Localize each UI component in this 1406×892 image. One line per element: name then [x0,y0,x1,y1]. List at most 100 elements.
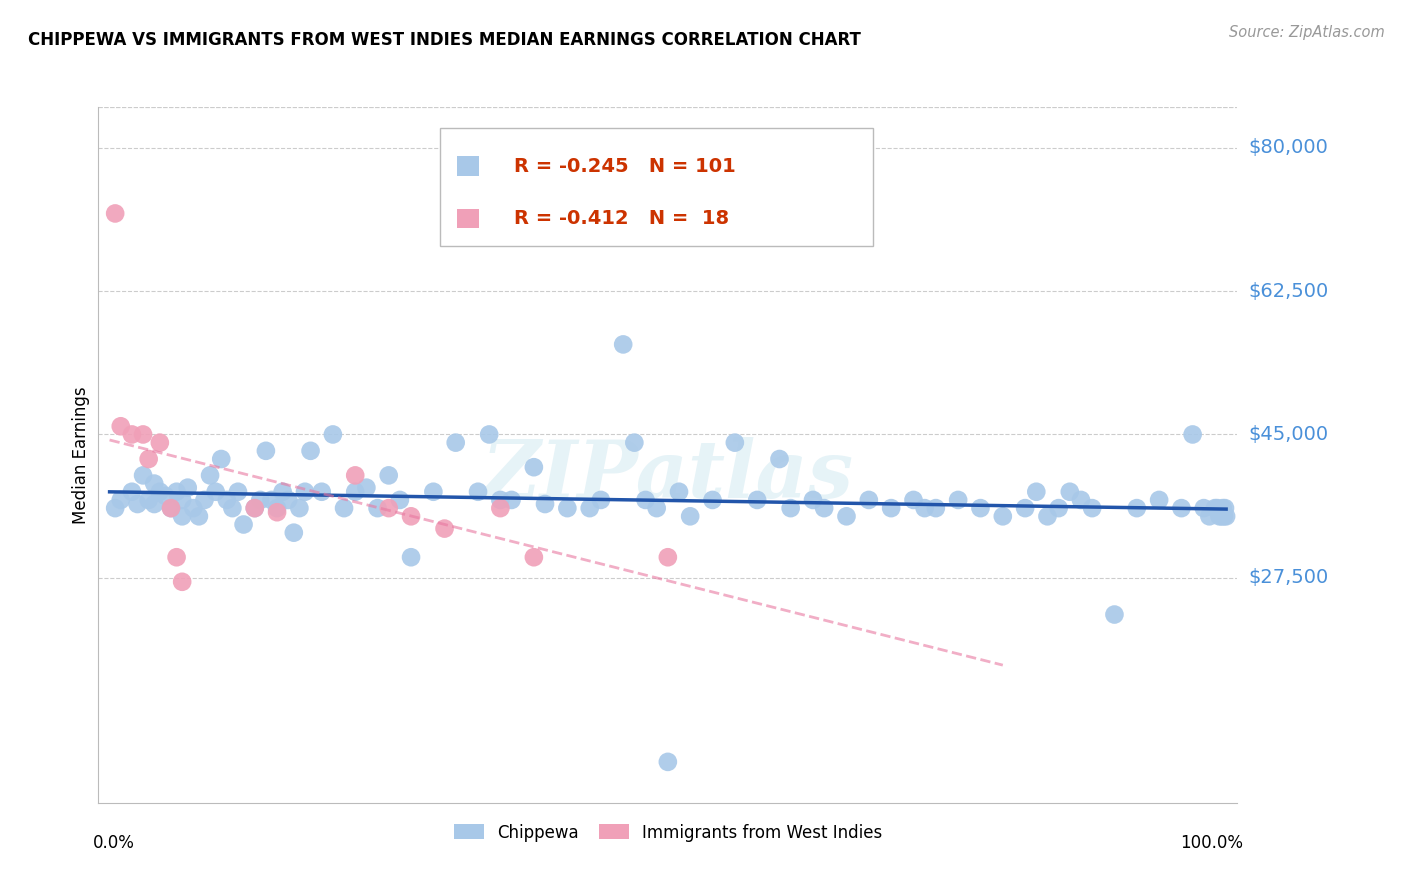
Point [813,501,835,516]
Point [1104,607,1126,622]
Point [215,492,238,507]
Point [209,452,232,467]
Point [232,517,254,532]
Point [356,481,378,495]
Legend: Chippewa, Immigrants from West Indies: Chippewa, Immigrants from West Indies [449,819,887,847]
Point [925,501,948,516]
Point [534,497,557,511]
Point [110,419,132,434]
Point [1081,501,1104,516]
Point [172,492,194,507]
Point [121,427,143,442]
Point [679,509,702,524]
Point [1198,509,1220,524]
Point [132,468,155,483]
Point [104,501,127,516]
Text: ZIPatlas: ZIPatlas [482,437,853,515]
Point [467,484,489,499]
Point [444,435,467,450]
Point [623,435,645,450]
Point [747,492,769,507]
Point [172,574,194,589]
Point [557,501,579,516]
Point [1025,484,1047,499]
Point [226,484,249,499]
Point [489,492,512,507]
Point [1192,501,1215,516]
Point [657,755,679,769]
Point [311,484,333,499]
Point [1170,501,1192,516]
Point [1206,501,1229,516]
Point [221,501,243,516]
Point [657,550,679,565]
Point [260,492,283,507]
Point [377,468,399,483]
Point [489,501,512,516]
Point [1014,501,1036,516]
Point [1211,509,1233,524]
Point [399,550,422,565]
Point [645,501,668,516]
Point [183,501,205,516]
Point [835,509,858,524]
Point [1215,509,1237,524]
Point [969,501,991,516]
Point [127,497,149,511]
Point [322,427,344,442]
Text: 100.0%: 100.0% [1180,834,1243,852]
Point [768,452,790,467]
FancyBboxPatch shape [457,156,479,176]
Point [433,522,456,536]
Point [283,525,305,540]
Text: CHIPPEWA VS IMMIGRANTS FROM WEST INDIES MEDIAN EARNINGS CORRELATION CHART: CHIPPEWA VS IMMIGRANTS FROM WEST INDIES … [28,31,860,49]
Point [399,509,422,524]
Point [266,501,288,516]
Point [1213,501,1236,516]
Point [149,484,172,499]
Point [903,492,925,507]
Point [177,481,200,495]
Point [1181,427,1204,442]
Point [1036,509,1059,524]
Text: R = -0.412   N =  18: R = -0.412 N = 18 [515,209,730,227]
Point [198,468,221,483]
Point [299,443,322,458]
Point [1070,492,1092,507]
Point [277,492,299,507]
Point [1059,484,1081,499]
Y-axis label: Median Earnings: Median Earnings [72,386,90,524]
Point [249,492,271,507]
Point [367,501,389,516]
Point [1208,509,1230,524]
Text: Source: ZipAtlas.com: Source: ZipAtlas.com [1229,25,1385,40]
Text: 0.0%: 0.0% [93,834,135,852]
Point [914,501,936,516]
Point [172,509,194,524]
Point [344,468,367,483]
Text: $80,000: $80,000 [1249,138,1329,158]
Point [946,492,969,507]
Point [388,492,411,507]
Point [288,501,311,516]
Point [166,484,188,499]
Point [243,501,266,516]
Point [243,501,266,516]
Point [204,484,226,499]
Point [166,550,188,565]
Point [724,435,747,450]
Point [143,497,166,511]
Point [1212,509,1234,524]
Point [132,427,155,442]
Point [143,476,166,491]
Point [187,509,209,524]
Point [266,505,288,519]
Point [801,492,824,507]
Point [155,489,177,503]
Text: $45,000: $45,000 [1249,425,1329,444]
Point [880,501,903,516]
Point [149,435,172,450]
Point [478,427,501,442]
Point [193,492,215,507]
Point [254,443,277,458]
